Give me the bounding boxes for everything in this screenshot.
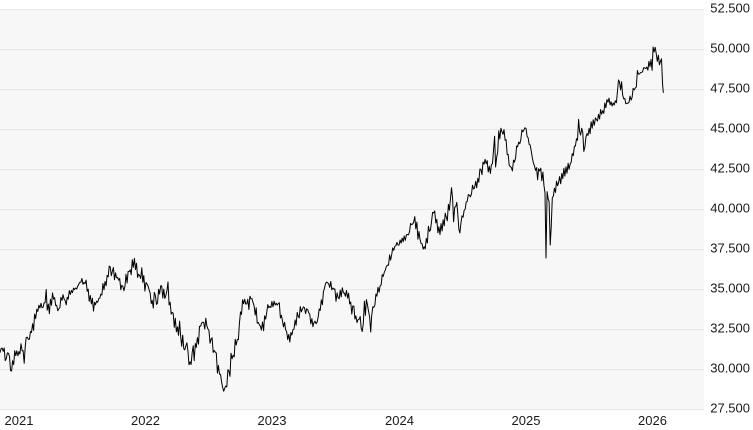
svg-text:47.500: 47.500 (710, 81, 750, 96)
svg-text:27.500: 27.500 (710, 401, 750, 416)
svg-text:2022: 2022 (131, 413, 160, 428)
svg-text:2023: 2023 (258, 413, 287, 428)
svg-text:52.500: 52.500 (710, 1, 750, 16)
svg-text:40.000: 40.000 (710, 201, 750, 216)
svg-text:42.500: 42.500 (710, 161, 750, 176)
svg-text:32.500: 32.500 (710, 321, 750, 336)
svg-text:2025: 2025 (512, 413, 541, 428)
svg-text:2021: 2021 (5, 413, 34, 428)
svg-text:2026: 2026 (638, 413, 667, 428)
svg-text:30.000: 30.000 (710, 361, 750, 376)
svg-text:35.000: 35.000 (710, 281, 750, 296)
svg-text:2024: 2024 (385, 413, 414, 428)
svg-text:37.500: 37.500 (710, 241, 750, 256)
svg-text:45.000: 45.000 (710, 121, 750, 136)
svg-text:50.000: 50.000 (710, 41, 750, 56)
